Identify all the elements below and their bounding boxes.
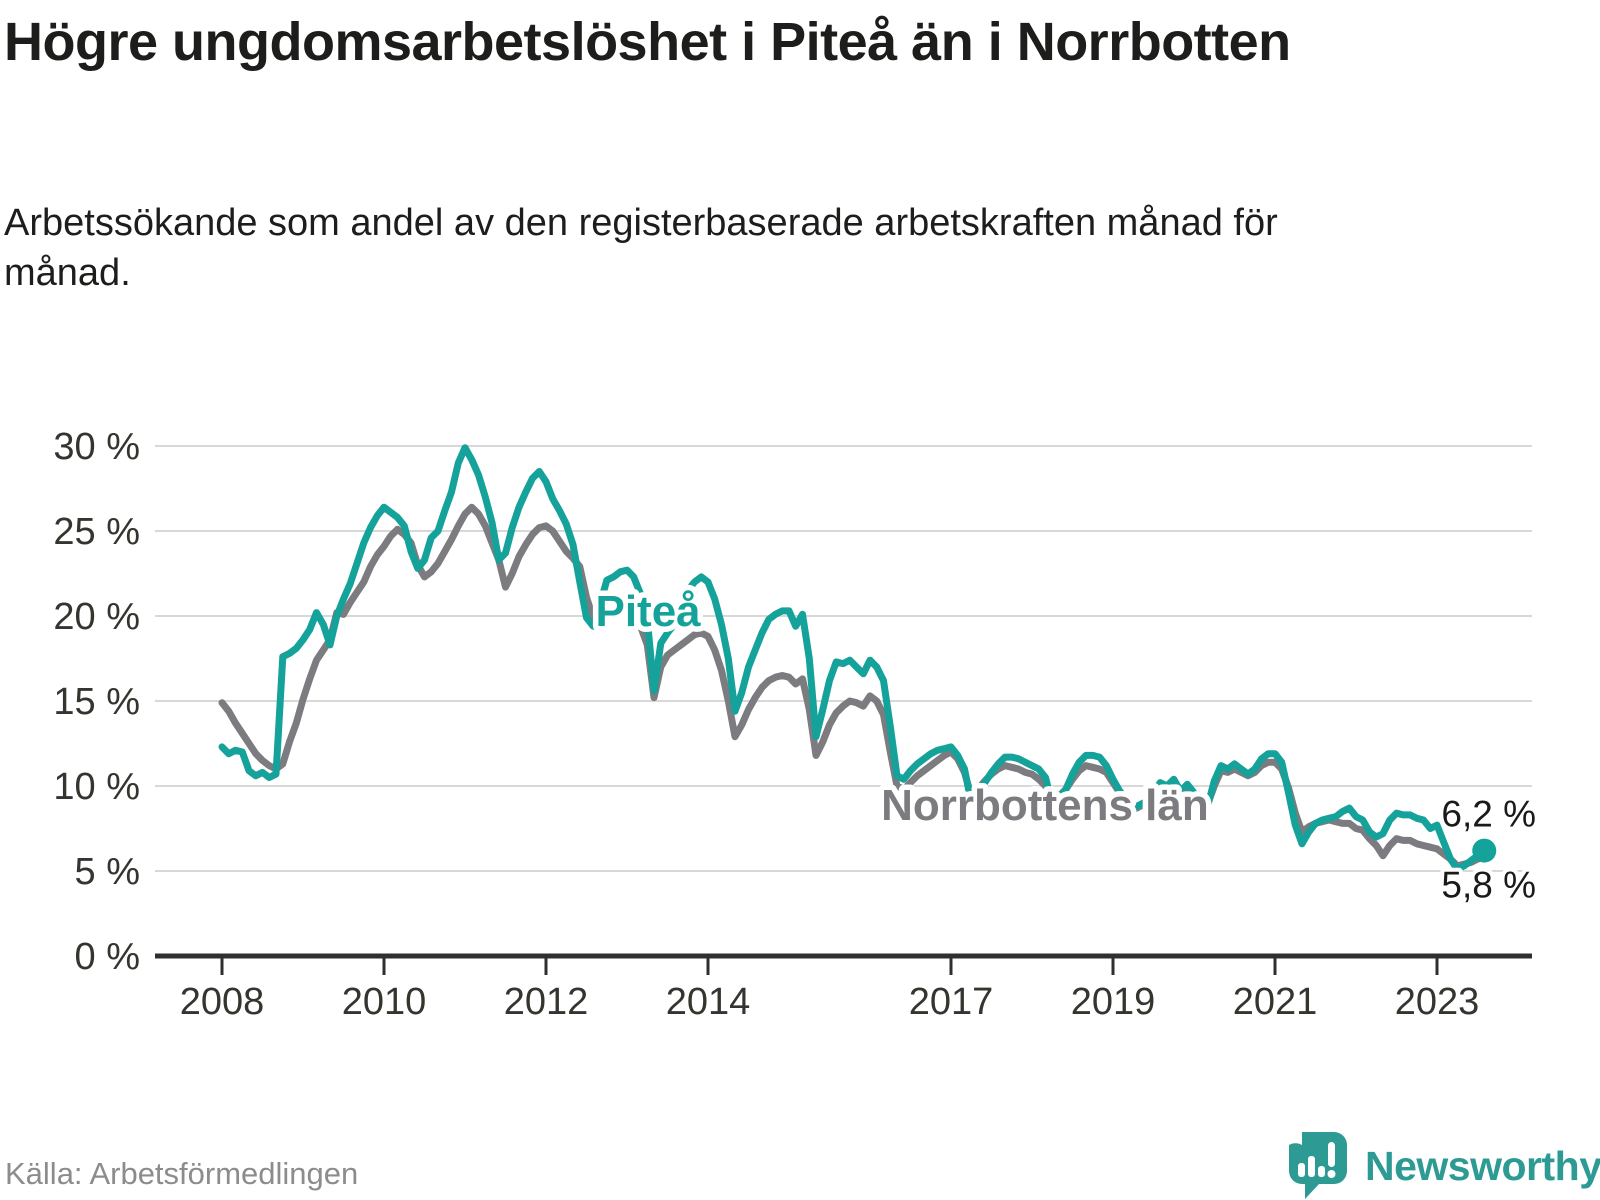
bar-icon-2: [1308, 1156, 1315, 1177]
x-tick-label: 2014: [666, 981, 751, 1023]
x-tick-label: 2017: [909, 981, 994, 1023]
series-label-norrbotten: Norrbottens län: [881, 781, 1209, 830]
x-tick-label: 2021: [1233, 981, 1318, 1023]
y-tick-label: 30 %: [53, 426, 140, 468]
series-end-dot: [1472, 838, 1497, 863]
y-tick-label: 15 %: [53, 681, 140, 723]
series-line-pitea: [218, 444, 1488, 873]
newsworthy-logo-icon: [1289, 1132, 1347, 1199]
exclamation-bar-icon: [1328, 1142, 1335, 1167]
value-label-pitea: 6,2 %: [1441, 794, 1536, 835]
x-tick-label: 2010: [342, 981, 427, 1023]
x-tick-label: 2019: [1071, 981, 1156, 1023]
y-tick-label: 0 %: [75, 936, 140, 978]
x-tick-label: 2012: [504, 981, 589, 1023]
chart-subtitle: Arbetssökande som andel av den registerb…: [4, 202, 1278, 295]
y-tick-label: 10 %: [53, 766, 140, 808]
y-tick-label: 5 %: [75, 851, 140, 893]
y-tick-label: 20 %: [53, 596, 140, 638]
exclamation-dot-icon: [1327, 1170, 1336, 1178]
newsworthy-brand: Newsworthy: [1365, 1143, 1600, 1189]
value-label-norrbotten: 5,8 %: [1441, 864, 1536, 905]
y-tick-label: 25 %: [53, 511, 140, 553]
series-label-pitea: Piteå: [595, 587, 701, 636]
source-note: Källa: Arbetsförmedlingen: [5, 1156, 359, 1191]
bar-icon-3: [1318, 1166, 1325, 1177]
x-tick-label: 2008: [180, 981, 265, 1023]
bar-icon-1: [1298, 1163, 1305, 1177]
speech-bubble-shape: [1289, 1132, 1347, 1199]
x-tick-label: 2023: [1395, 981, 1480, 1023]
newsworthy-logo: Newsworthy: [1289, 1132, 1600, 1199]
series-line-norrbotten: [218, 503, 1488, 870]
chart-title: Högre ungdomsarbetslöshet i Piteå än i N…: [4, 12, 1291, 72]
